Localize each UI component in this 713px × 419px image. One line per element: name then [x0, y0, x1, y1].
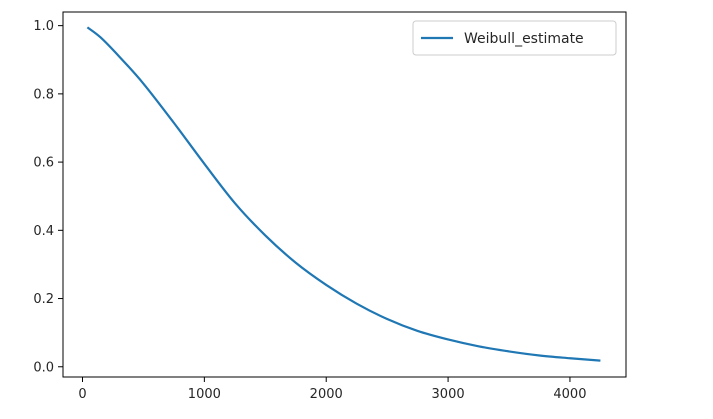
series-line — [86, 26, 601, 362]
y-tick-label: 0.6 — [33, 156, 54, 171]
x-tick-label: 4000 — [553, 387, 586, 402]
legend: Weibull_estimate — [412, 20, 617, 56]
y-tick-label: 0.2 — [33, 292, 54, 307]
y-tick-label: 0.4 — [33, 224, 54, 239]
plot-area — [62, 11, 627, 378]
x-tick-label: 2000 — [310, 387, 343, 402]
y-tick-label: 1.0 — [33, 19, 54, 34]
legend-box — [412, 20, 617, 56]
series-layer — [86, 26, 601, 362]
y-axis: 0.0 0.2 0.4 0.6 0.8 1.0 — [33, 19, 63, 375]
y-tick-label: 0.0 — [33, 360, 54, 375]
x-axis: 0 1000 2000 3000 4000 — [78, 377, 586, 402]
legend-label: Weibull_estimate — [464, 31, 584, 47]
x-tick-label: 0 — [78, 387, 86, 402]
axes-frame — [62, 11, 627, 378]
x-tick-label: 3000 — [432, 387, 465, 402]
y-tick-label: 0.8 — [33, 87, 54, 102]
x-tick-label: 1000 — [188, 387, 221, 402]
